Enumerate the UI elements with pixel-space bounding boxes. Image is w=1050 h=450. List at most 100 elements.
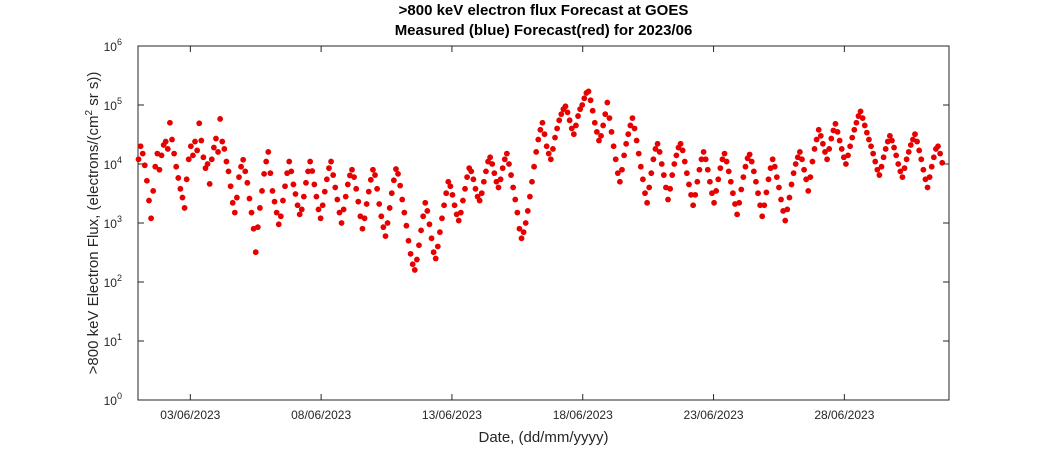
forecast-point bbox=[395, 170, 401, 177]
y-axis-label-main: >800 keV Electron Flux, (electrons/(cm bbox=[85, 116, 102, 375]
forecast-point bbox=[158, 152, 165, 159]
forecast-point bbox=[351, 174, 357, 180]
y-tick-label: 100 bbox=[104, 391, 122, 408]
forecast-point bbox=[434, 243, 441, 250]
forecast-point bbox=[229, 199, 236, 206]
forecast-point bbox=[928, 163, 935, 170]
forecast-point bbox=[388, 190, 395, 197]
forecast-point bbox=[516, 225, 523, 232]
forecast-point bbox=[246, 195, 253, 202]
forecast-point bbox=[635, 150, 642, 157]
y-tick-exponent: 2 bbox=[117, 273, 122, 283]
x-tick-label: 23/06/2023 bbox=[684, 408, 744, 422]
forecast-point bbox=[644, 199, 650, 206]
forecast-point bbox=[930, 154, 937, 161]
forecast-point bbox=[208, 156, 215, 163]
y-tick-base: 10 bbox=[104, 99, 118, 113]
forecast-point bbox=[384, 220, 391, 226]
forecast-point bbox=[273, 209, 280, 216]
forecast-point bbox=[439, 215, 445, 222]
y-tick-label: 106 bbox=[104, 37, 122, 54]
forecast-point bbox=[267, 170, 274, 177]
forecast-point bbox=[217, 116, 224, 122]
forecast-point bbox=[443, 190, 450, 197]
forecast-point bbox=[813, 136, 820, 143]
forecast-point bbox=[319, 202, 326, 209]
forecast-point bbox=[524, 208, 531, 214]
forecast-point bbox=[868, 143, 874, 150]
forecast-point bbox=[227, 183, 234, 190]
forecast-point bbox=[939, 159, 946, 166]
forecast-point bbox=[935, 143, 941, 150]
forecast-point bbox=[573, 122, 579, 129]
y-axis-label-tail: sr s)) bbox=[85, 72, 102, 110]
forecast-point bbox=[796, 149, 803, 155]
forecast-point bbox=[441, 202, 447, 209]
forecast-point bbox=[288, 168, 295, 175]
forecast-point bbox=[788, 181, 795, 188]
forecast-point bbox=[286, 158, 293, 165]
forecast-point bbox=[903, 156, 910, 163]
forecast-point bbox=[487, 154, 494, 161]
forecast-point bbox=[192, 138, 198, 145]
forecast-point bbox=[792, 161, 799, 167]
forecast-point bbox=[725, 168, 732, 175]
forecast-point bbox=[370, 166, 376, 173]
forecast-point bbox=[503, 150, 510, 157]
forecast-point bbox=[315, 206, 322, 213]
forecast-point bbox=[863, 129, 870, 136]
forecast-point bbox=[642, 190, 648, 197]
forecast-point bbox=[139, 150, 146, 157]
forecast-point bbox=[738, 186, 745, 193]
forecast-point bbox=[307, 158, 314, 165]
forecast-point bbox=[413, 256, 420, 263]
forecast-point bbox=[581, 95, 588, 102]
forecast-point bbox=[146, 197, 152, 204]
x-tick-label: 28/06/2023 bbox=[814, 408, 874, 422]
forecast-point bbox=[426, 221, 433, 228]
forecast-point bbox=[889, 137, 895, 144]
forecast-point bbox=[826, 146, 833, 152]
forecast-point bbox=[711, 199, 717, 206]
y-tick-exponent: 6 bbox=[117, 37, 122, 47]
y-tick-base: 10 bbox=[104, 217, 118, 231]
forecast-point bbox=[604, 99, 611, 106]
forecast-point bbox=[204, 161, 211, 167]
forecast-point bbox=[223, 158, 230, 165]
forecast-point bbox=[416, 242, 422, 249]
forecast-point bbox=[857, 108, 864, 115]
forecast-point bbox=[683, 170, 690, 177]
forecast-point bbox=[470, 176, 477, 183]
forecast-point bbox=[501, 156, 508, 163]
forecast-point bbox=[213, 135, 219, 142]
forecast-point bbox=[570, 131, 577, 138]
forecast-point bbox=[265, 149, 272, 155]
forecast-point bbox=[552, 134, 558, 141]
forecast-point bbox=[769, 156, 776, 163]
forecast-point bbox=[748, 158, 755, 165]
forecast-point bbox=[476, 197, 483, 204]
forecast-point bbox=[845, 152, 851, 159]
forecast-point bbox=[491, 170, 498, 177]
forecast-point bbox=[715, 176, 722, 183]
forecast-point bbox=[849, 134, 856, 141]
forecast-point bbox=[430, 249, 437, 256]
forecast-point bbox=[271, 198, 278, 205]
forecast-point bbox=[937, 150, 944, 157]
forecast-point bbox=[485, 158, 491, 165]
forecast-point bbox=[817, 132, 824, 139]
forecast-point bbox=[323, 176, 330, 183]
forecast-point bbox=[472, 185, 479, 192]
forecast-point bbox=[372, 172, 378, 178]
forecast-point bbox=[746, 151, 753, 158]
forecast-point bbox=[669, 172, 676, 178]
forecast-point bbox=[838, 146, 845, 152]
forecast-point bbox=[259, 188, 265, 194]
forecast-point bbox=[215, 149, 221, 155]
forecast-point bbox=[403, 222, 410, 229]
forecast-point bbox=[221, 146, 228, 152]
forecast-point bbox=[786, 194, 793, 201]
forecast-point bbox=[380, 224, 387, 231]
forecast-point bbox=[313, 193, 320, 200]
forecast-point bbox=[568, 125, 575, 132]
